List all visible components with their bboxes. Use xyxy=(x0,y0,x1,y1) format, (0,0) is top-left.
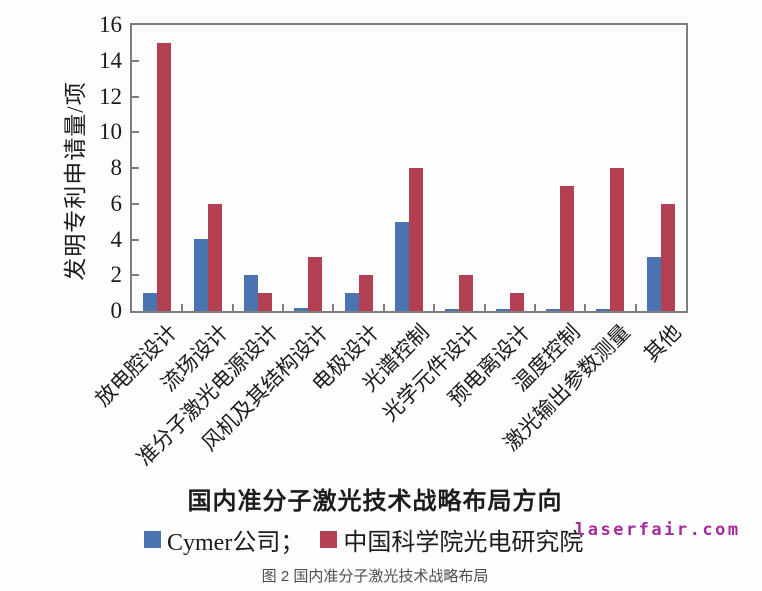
bar-cymer-1 xyxy=(194,239,208,311)
x-tick-8 xyxy=(534,304,536,311)
bar-cymer-8 xyxy=(546,309,560,311)
x-tick-5 xyxy=(383,304,385,311)
bar-cas-5 xyxy=(409,168,423,311)
y-tick-2 xyxy=(132,274,139,276)
bar-cas-1 xyxy=(208,204,222,311)
y-tick-label-12: 12 xyxy=(99,84,122,109)
y-tick-label-0: 0 xyxy=(110,298,123,323)
y-tick-14 xyxy=(132,60,139,62)
y-tick-10 xyxy=(132,131,139,133)
y-tick-label-8: 8 xyxy=(110,155,123,180)
x-tick-10 xyxy=(635,304,637,311)
y-tick-label-16: 16 xyxy=(99,12,122,37)
bar-cymer-3 xyxy=(294,308,308,311)
legend-swatch-cymer xyxy=(144,530,161,548)
x-tick-3 xyxy=(282,304,284,311)
legend-swatch-cas xyxy=(320,530,338,548)
bar-cymer-2 xyxy=(244,275,258,311)
legend-label-cymer: Cymer公司； xyxy=(167,529,305,556)
bar-cymer-7 xyxy=(496,309,510,311)
y-tick-label-4: 4 xyxy=(110,227,123,252)
bar-cas-4 xyxy=(359,275,373,311)
x-tick-1 xyxy=(181,304,183,311)
legend-label-cas: 中国科学院光电研究院 xyxy=(343,529,584,556)
bar-cas-9 xyxy=(610,168,624,311)
bar-cas-2 xyxy=(258,293,272,311)
y-tick-8 xyxy=(132,167,139,169)
x-axis-title: 国内准分子激光技术战略布局方向 xyxy=(187,489,563,515)
bar-cymer-4 xyxy=(345,293,359,311)
y-tick-4 xyxy=(132,239,139,241)
y-tick-label-2: 2 xyxy=(110,262,123,287)
y-tick-6 xyxy=(132,203,139,205)
bar-cymer-10 xyxy=(647,257,661,311)
category-label-10: 其他 xyxy=(638,319,686,367)
x-tick-6 xyxy=(433,304,435,311)
y-tick-label-6: 6 xyxy=(110,191,123,216)
bar-cas-10 xyxy=(661,204,675,311)
x-tick-2 xyxy=(232,304,234,311)
bar-cymer-9 xyxy=(596,309,610,311)
bar-cymer-5 xyxy=(395,222,409,311)
bar-cas-7 xyxy=(510,293,524,311)
legend: Cymer公司； 中国科学院光电研究院 xyxy=(144,526,583,556)
bar-cymer-0 xyxy=(143,293,157,311)
y-tick-12 xyxy=(132,96,139,98)
y-tick-label-10: 10 xyxy=(99,119,122,144)
bar-cas-3 xyxy=(308,257,322,311)
plot-area xyxy=(130,23,688,313)
x-tick-7 xyxy=(484,304,486,311)
watermark-laserfair: laserfair.com xyxy=(575,520,741,540)
bar-cas-0 xyxy=(157,43,171,311)
bar-cas-8 xyxy=(560,186,574,311)
bar-cymer-6 xyxy=(445,309,459,311)
bar-cas-6 xyxy=(459,275,473,311)
x-tick-9 xyxy=(584,304,586,311)
x-tick-4 xyxy=(332,304,334,311)
y-tick-label-14: 14 xyxy=(99,48,122,73)
figure-caption: 图 2 国内准分子激光技术战略布局 xyxy=(261,568,489,585)
